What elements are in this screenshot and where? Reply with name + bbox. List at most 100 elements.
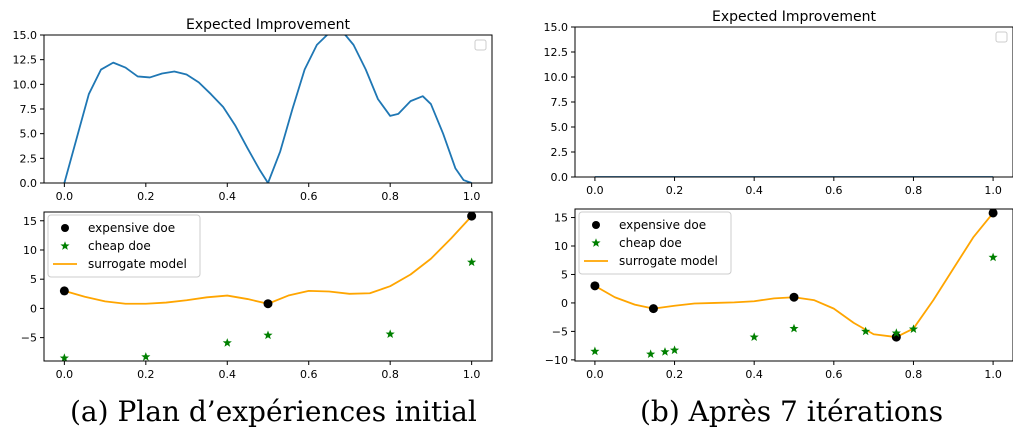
x-tick-label: 0.4: [219, 190, 237, 203]
x-tick-label: 0.0: [56, 368, 74, 381]
x-tick-label: 0.6: [825, 368, 843, 381]
plot-area: [59, 212, 477, 361]
chart-b-top: Expected Improvement 0.0 0.2 0.4 0.6 0.8 1.0 0.…: [544, 9, 1013, 197]
legend-empty: [995, 31, 1008, 43]
y-tick-label: 5.0: [551, 121, 569, 134]
cheap-doe-point: [263, 330, 273, 340]
chart-title: Expected Improvement: [712, 9, 876, 25]
cheap-doe-point: [891, 328, 901, 337]
cheap-doe-point: [222, 338, 232, 347]
y-tick-label: 10.0: [13, 78, 38, 91]
x-tick-label: 0.6: [300, 368, 318, 381]
y-tick-label: 15.0: [544, 21, 569, 34]
legend-label: expensive doe: [88, 221, 175, 235]
cheap-doe-point: [988, 252, 998, 262]
cheap-doe-point: [467, 257, 477, 267]
y-tick-label: 7.5: [551, 96, 569, 109]
y-tick-label: 12.5: [544, 46, 569, 59]
axes-frame: [43, 34, 493, 184]
x-tick-label: 0.6: [300, 190, 318, 203]
cheap-doe-point: [908, 324, 919, 333]
legend: expensive doe cheap doe surrogate model: [578, 211, 732, 275]
expensive-doe-point: [988, 209, 998, 218]
legend: expensive doe cheap doe surrogate model: [47, 214, 201, 278]
y-tick-label: 2.5: [551, 146, 569, 159]
legend-box: [47, 214, 201, 278]
y-tick-label: 10: [554, 240, 568, 253]
expensive-doe-point: [590, 281, 600, 291]
y-tick-label: 12.5: [13, 54, 38, 67]
legend-label: surrogate model: [619, 254, 718, 268]
x-tick-label: 1.0: [463, 190, 481, 203]
plot-area: [590, 209, 998, 359]
axes-frame: [574, 26, 1013, 178]
caption-a: (a) Plan d’expériences initial: [70, 395, 477, 428]
y-tick-label: 5: [561, 268, 568, 281]
x-tick-label: 1.0: [984, 184, 1002, 197]
cheap-doe-point: [749, 332, 759, 341]
x-tick-label: 0.2: [137, 368, 155, 381]
legend-label: cheap doe: [619, 236, 682, 250]
y-tick-label: −5: [21, 332, 37, 345]
y-tick-label: 10.0: [544, 71, 569, 84]
y-tick-label: 10: [23, 244, 37, 257]
expensive-doe-point: [891, 332, 901, 342]
legend-empty: [474, 39, 487, 51]
x-tick-label: 1.0: [463, 368, 481, 381]
y-tick-label: 5: [30, 273, 37, 286]
legend-marker-expensive: [592, 221, 600, 229]
legend-label: surrogate model: [88, 257, 187, 271]
chart-a-top: Expected Improvement 0.0 0.2 0.4 0.6 0.8 1.0 0.…: [13, 17, 493, 203]
x-tick-label: 0.4: [745, 368, 763, 381]
x-tick-label: 1.0: [984, 368, 1002, 381]
x-tick-label: 0.8: [381, 190, 399, 203]
y-tick-label: 0: [561, 297, 568, 310]
y-tick-label: 5.0: [20, 128, 38, 141]
chart-title: Expected Improvement: [186, 17, 350, 33]
axes-frame: [43, 211, 493, 362]
y-tick-label: 15.0: [13, 29, 38, 42]
chart-b-bottom: 0.0 0.2 0.4 0.6 0.8 1.0 −10 −5 0 5 10 15 expensive d…: [545, 208, 1013, 381]
legend-marker-cheap: [591, 238, 601, 247]
legend-box: [578, 211, 732, 275]
y-tick-label: 15: [23, 215, 37, 228]
legend-label: cheap doe: [88, 239, 151, 253]
y-tick-label: 0.0: [20, 177, 38, 190]
cheap-doe-point: [646, 349, 656, 359]
x-tick-label: 0.2: [666, 368, 684, 381]
cheap-doe-point: [669, 345, 680, 355]
expensive-doe-point: [648, 304, 658, 314]
plot-area: [63, 35, 472, 183]
expensive-doe-point: [59, 286, 69, 296]
y-tick-label: −5: [552, 325, 568, 338]
y-tick-label: 0: [30, 302, 37, 315]
x-tick-label: 0.8: [381, 368, 399, 381]
caption-b: (b) Après 7 itérations: [640, 395, 944, 428]
expensive-doe-point: [789, 292, 799, 302]
chart-a-bottom: 0.0 0.2 0.4 0.6 0.8 1.0 −5 0 5 10 15 expensive doe c…: [21, 211, 493, 381]
x-tick-label: 0.8: [905, 368, 923, 381]
x-tick-label: 0.0: [586, 368, 604, 381]
cheap-doe-point: [861, 326, 871, 336]
cheap-doe-point: [590, 346, 600, 356]
y-tick-label: 7.5: [20, 103, 38, 116]
legend-marker-cheap: [60, 241, 70, 250]
x-tick-label: 0.0: [56, 190, 74, 203]
cheap-doe-point: [141, 352, 151, 361]
cheap-doe-point: [660, 347, 670, 356]
y-tick-label: −10: [545, 354, 568, 367]
cheap-doe-point: [59, 353, 69, 361]
y-tick-label: 0.0: [551, 171, 569, 184]
cheap-doe-point: [385, 329, 395, 338]
axes-frame: [574, 208, 1013, 362]
x-tick-label: 0.4: [745, 184, 763, 197]
x-tick-label: 0.6: [825, 184, 843, 197]
x-tick-label: 0.2: [666, 184, 684, 197]
ei-line: [63, 35, 472, 183]
x-tick-label: 0.0: [586, 184, 604, 197]
x-tick-label: 0.2: [137, 190, 155, 203]
x-tick-label: 0.8: [905, 184, 923, 197]
legend-marker-expensive: [61, 224, 69, 232]
legend-label: expensive doe: [619, 218, 706, 232]
